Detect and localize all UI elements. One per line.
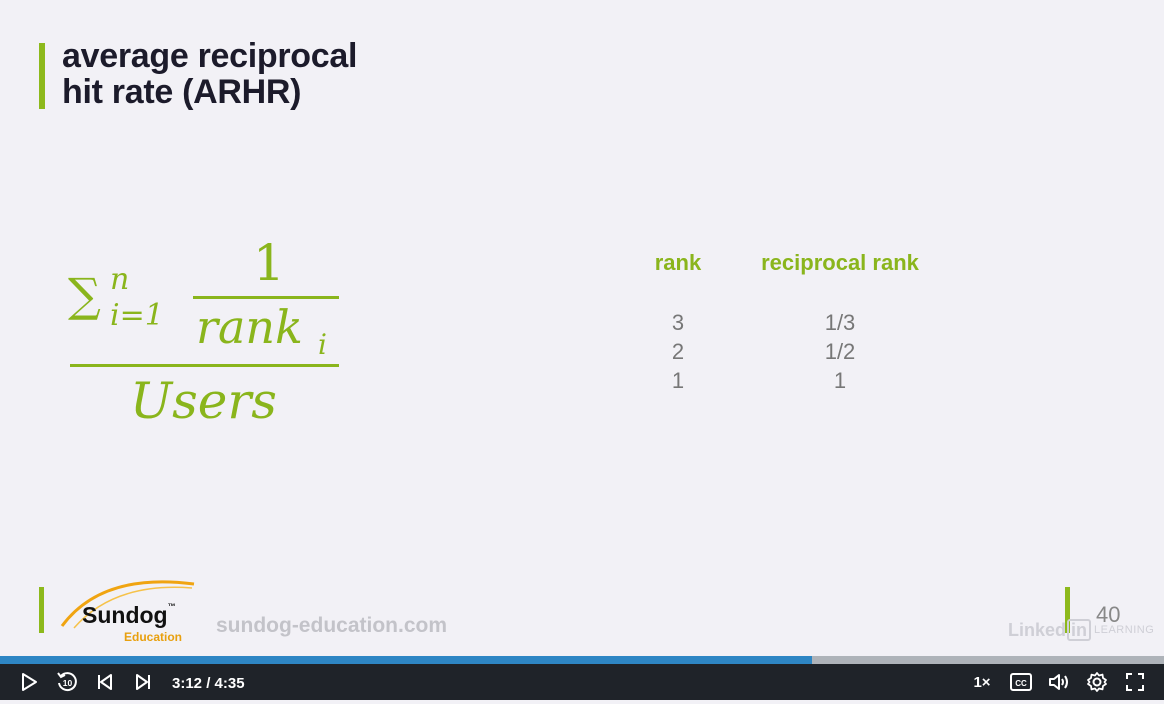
reciprocal-rank-cell: 1/2 — [824, 339, 856, 364]
next-icon — [136, 674, 150, 690]
sun-arc-icon — [60, 580, 195, 629]
linkedin-learning-logo: Linked in LEARNING — [1008, 619, 1155, 641]
play-icon — [22, 673, 37, 691]
reciprocal-rank-cell: 1 — [833, 368, 847, 393]
slide-number: 40 — [1096, 602, 1121, 627]
reciprocal-rank-column: reciprocal rank 1/3 1/2 1 — [750, 250, 930, 395]
svg-text:CC: CC — [1015, 679, 1027, 688]
next-button[interactable] — [130, 664, 156, 700]
sundog-brand: Sundog™ — [82, 602, 176, 628]
rank-cell: 1 — [671, 368, 685, 393]
sundog-education-label: Education — [124, 630, 183, 644]
previous-icon — [98, 674, 112, 690]
rank-header: rank — [654, 250, 702, 275]
progress-fill — [0, 656, 813, 664]
player-controls: 10 3:12 / 4:35 1× CC — [0, 664, 1164, 700]
inner-fraction-bar — [193, 296, 339, 299]
right-accent-bar — [1065, 587, 1070, 633]
rank-cell: 3 — [671, 310, 685, 335]
sum-lower-limit: i=1 — [110, 298, 164, 333]
arhr-formula: ∑ n i=1 1 rank i Users — [60, 232, 360, 442]
settings-icon — [1087, 672, 1107, 692]
svg-text:10: 10 — [63, 678, 73, 688]
footer-accent-bar — [39, 587, 44, 633]
title-line-1: average reciprocal — [62, 37, 358, 75]
fraction-denominator-rank: rank — [196, 300, 303, 354]
sundog-logo: Sundog™ Education — [54, 574, 214, 646]
slide: average reciprocal hit rate (ARHR) ∑ n i… — [39, 38, 1155, 646]
volume-icon — [1049, 674, 1068, 690]
title-line-2: hit rate (ARHR) — [62, 73, 302, 111]
reciprocal-rank-header: reciprocal rank — [761, 250, 919, 275]
title-accent-bar — [39, 43, 45, 109]
volume-button[interactable] — [1046, 664, 1074, 700]
rank-cell: 2 — [671, 339, 685, 364]
previous-button[interactable] — [92, 664, 118, 700]
playback-speed-button[interactable]: 1× — [973, 673, 991, 691]
sundog-url: sundog-education.com — [216, 614, 447, 637]
rewind-10-button[interactable]: 10 — [54, 664, 80, 700]
rank-column: rank 3 2 1 — [630, 250, 726, 395]
reciprocal-rank-cell: 1/3 — [824, 310, 856, 335]
fullscreen-button[interactable] — [1122, 664, 1148, 700]
captions-icon: CC — [1010, 673, 1032, 691]
rewind-10-icon: 10 — [57, 672, 77, 692]
fullscreen-icon — [1126, 673, 1144, 691]
outer-fraction-bar — [70, 364, 339, 367]
sum-symbol: ∑ — [68, 268, 101, 322]
time-display: 3:12 / 4:35 — [172, 675, 245, 692]
rank-subscript: i — [318, 328, 327, 361]
settings-button[interactable] — [1084, 664, 1110, 700]
sum-upper-limit: n — [110, 262, 130, 297]
progress-bar[interactable] — [0, 656, 1164, 664]
slide-title: average reciprocal hit rate (ARHR) — [62, 38, 357, 110]
formula-denominator-users: Users — [130, 372, 277, 430]
play-button[interactable] — [14, 664, 44, 700]
captions-button[interactable]: CC — [1007, 664, 1035, 700]
fraction-numerator: 1 — [253, 234, 285, 292]
